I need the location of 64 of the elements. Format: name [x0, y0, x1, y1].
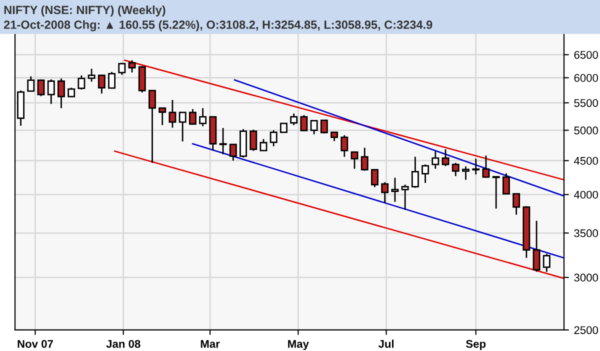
candlestick — [452, 162, 460, 177]
candlestick — [68, 87, 76, 98]
candlestick — [290, 112, 298, 126]
x-tick-label: Jul — [378, 340, 394, 348]
candlestick — [158, 107, 166, 126]
candlestick — [422, 164, 430, 184]
candlestick — [310, 120, 318, 136]
y-tick-label: 4500 — [574, 156, 598, 165]
y-tick-label: 4000 — [574, 190, 598, 199]
chart-subtitle: 21-Oct-2008 Chg: ▲ 160.55 (5.22%), O:3108.2, H:3254.85, L:3058.95, C:3234.9 — [4, 20, 432, 32]
candlestick — [411, 156, 419, 188]
x-tick-label: Sep — [466, 340, 486, 350]
candlestick — [37, 78, 45, 97]
candlestick — [492, 176, 500, 210]
candlestick — [229, 144, 237, 162]
candlestick — [432, 150, 440, 170]
chart-title: NIFTY (NSE: NIFTY) (Weekly) — [4, 5, 166, 16]
candlestick — [168, 99, 176, 128]
candlestick — [58, 78, 65, 109]
candlestick — [88, 68, 96, 82]
candlestick — [542, 253, 550, 273]
candlestick — [381, 182, 389, 204]
candlestick — [340, 134, 348, 158]
candlestick — [78, 74, 86, 90]
candlestick — [462, 166, 470, 181]
x-tick-label: Mar — [200, 340, 220, 348]
candlestick — [270, 130, 278, 147]
candlestick — [472, 158, 480, 176]
y-tick-label: 3500 — [574, 229, 598, 238]
candlestick — [27, 76, 35, 92]
candlestick — [371, 169, 378, 188]
candlestick — [512, 193, 520, 216]
candlestick — [260, 138, 268, 152]
candlestick — [219, 127, 227, 155]
candlestick — [360, 147, 368, 172]
candlestick — [300, 114, 308, 132]
x-tick-label: Jan 08 — [106, 340, 140, 348]
candlestick — [320, 120, 328, 134]
y-tick-label: 6500 — [574, 50, 598, 59]
candlestick — [118, 62, 126, 76]
candlestick — [250, 129, 258, 152]
candlestick — [199, 107, 207, 127]
y-tick-label: 6000 — [574, 74, 598, 82]
y-tick-label: 3000 — [574, 274, 598, 282]
candlestick — [482, 154, 490, 178]
candlestick — [178, 112, 186, 142]
candlestick — [391, 177, 399, 203]
candlestick — [350, 151, 358, 170]
candlestick — [128, 60, 136, 74]
candlestick — [138, 65, 146, 94]
y-tick-label: 2500 — [574, 326, 598, 334]
candlestick — [98, 74, 106, 94]
candlestick — [532, 220, 540, 272]
y-tick-label: 5000 — [574, 126, 598, 134]
candlestick — [401, 184, 409, 210]
candlestick — [108, 71, 116, 90]
x-tick-label: May — [288, 340, 309, 350]
y-tick-label: 5500 — [574, 99, 598, 107]
candlestick — [502, 172, 510, 195]
candlestick — [442, 148, 450, 167]
candlestick — [188, 108, 196, 126]
candlestick — [47, 78, 55, 105]
x-tick-label: Nov 07 — [18, 340, 53, 348]
candlestick — [148, 90, 156, 164]
